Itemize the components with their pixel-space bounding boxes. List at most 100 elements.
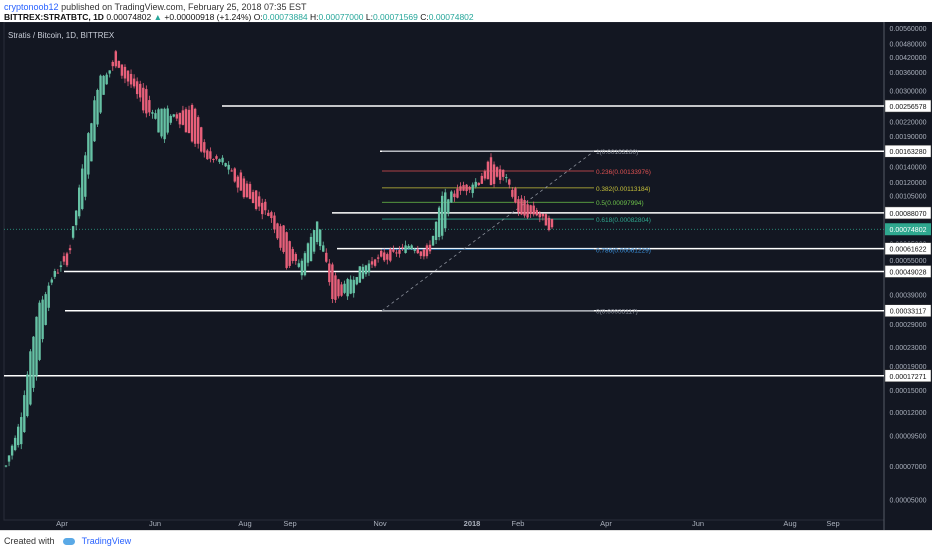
candle-body bbox=[111, 61, 114, 67]
price-tick-label: 0.00120000 bbox=[890, 180, 927, 187]
price-tick-label: 0.00029000 bbox=[890, 322, 927, 329]
candle-body bbox=[312, 230, 316, 252]
candle-body bbox=[166, 108, 169, 133]
candle-body bbox=[413, 249, 416, 251]
price-tick-label: 0.00220000 bbox=[890, 119, 927, 126]
price-tick-label: 0.00420000 bbox=[890, 55, 927, 62]
candle-body bbox=[68, 248, 72, 251]
candle-body bbox=[114, 51, 118, 67]
candle-body bbox=[20, 417, 23, 445]
candle-body bbox=[325, 252, 328, 262]
price-tick-label: 0.00015000 bbox=[890, 388, 927, 395]
candle-body bbox=[346, 279, 349, 297]
candle-body bbox=[53, 271, 57, 277]
created-with: Created with TradingView bbox=[4, 536, 131, 546]
price-tick-label: 0.00360000 bbox=[890, 70, 927, 77]
price-tick-label: 0.00039000 bbox=[890, 292, 927, 299]
candle-body bbox=[383, 252, 386, 261]
candle-body bbox=[288, 241, 291, 266]
candle-body bbox=[303, 253, 307, 276]
candle-body bbox=[459, 186, 462, 191]
candle-body bbox=[267, 212, 270, 216]
candle-body bbox=[309, 236, 313, 262]
price-chart[interactable]: 0.00560000 0.00480000 0.00420000 0.00360000… bbox=[0, 22, 932, 530]
candle-body bbox=[450, 191, 453, 203]
candle-body bbox=[352, 279, 355, 294]
candle-body bbox=[477, 182, 480, 186]
candle-body bbox=[318, 229, 322, 247]
candle-body bbox=[489, 157, 493, 186]
candle-body bbox=[355, 277, 358, 285]
candle-body bbox=[96, 89, 99, 125]
candle-body bbox=[364, 265, 368, 275]
candle-body bbox=[501, 169, 505, 177]
candle-body bbox=[410, 245, 413, 250]
candle-body bbox=[212, 158, 215, 160]
candle-body bbox=[471, 184, 474, 194]
time-tick-label: Jun bbox=[149, 519, 161, 528]
time-tick-label: Apr bbox=[56, 519, 68, 528]
candle-body bbox=[279, 226, 282, 248]
candle-body bbox=[78, 187, 81, 217]
candle-body bbox=[389, 248, 392, 261]
fib-level-label: 0(0.00033117) bbox=[596, 309, 638, 316]
price-tick-label: 0.00560000 bbox=[890, 26, 927, 33]
candle-body bbox=[56, 272, 60, 274]
candle-body bbox=[386, 254, 389, 260]
candle-body bbox=[215, 156, 218, 159]
candle-body bbox=[465, 184, 468, 192]
chart-area[interactable]: 0.00560000 0.00480000 0.00420000 0.00360000… bbox=[0, 22, 932, 530]
level-price-tag bbox=[884, 265, 932, 278]
candle-body bbox=[132, 78, 136, 87]
cloud-logo-icon bbox=[63, 538, 76, 546]
candle-body bbox=[523, 199, 526, 216]
candle-body bbox=[511, 189, 514, 197]
candle-body bbox=[456, 188, 459, 198]
candle-body bbox=[337, 279, 340, 297]
author-link[interactable]: cryptonoob12 bbox=[4, 2, 59, 12]
level-price-tag bbox=[884, 242, 932, 255]
candle-body bbox=[206, 150, 209, 160]
candle-body bbox=[90, 123, 93, 162]
candle-body bbox=[224, 163, 227, 167]
candle-body bbox=[23, 395, 26, 433]
candle-body bbox=[294, 254, 297, 261]
fib-level-label: 0.5(0.00097994) bbox=[596, 200, 644, 207]
fib-level-label: 0.618(0.00082804) bbox=[596, 217, 651, 224]
candle-body bbox=[547, 217, 551, 230]
candle-body bbox=[257, 196, 261, 207]
candle-body bbox=[35, 316, 38, 376]
candle-body bbox=[273, 215, 276, 230]
price-tick-label: 0.00190000 bbox=[890, 134, 927, 141]
candle-body bbox=[126, 70, 130, 82]
price-tick-label: 0.00088070 bbox=[890, 211, 927, 218]
time-tick-label: Apr bbox=[600, 519, 612, 528]
time-tick-label: 2018 bbox=[464, 519, 481, 528]
ohlc-line: BITTREX:STRATBTC, 1D 0.00074802 ▲ +0.000… bbox=[4, 12, 474, 22]
candle-body bbox=[328, 263, 331, 283]
chart-title: Stratis / Bitcoin, 1D, BITTREX bbox=[8, 31, 115, 40]
candle-body bbox=[462, 185, 465, 191]
candle-body bbox=[331, 264, 334, 300]
candle-body bbox=[221, 157, 224, 163]
candle-body bbox=[264, 201, 267, 211]
candle-body bbox=[306, 243, 310, 263]
candle-body bbox=[236, 176, 240, 188]
candle-body bbox=[187, 109, 191, 134]
candle-body bbox=[129, 73, 133, 85]
candle-body bbox=[422, 249, 426, 257]
candle-body bbox=[99, 75, 102, 113]
candle-body bbox=[404, 245, 407, 253]
candle-body bbox=[498, 169, 502, 180]
candle-body bbox=[276, 223, 279, 239]
price-tick-label: 0.00300000 bbox=[890, 88, 927, 95]
price-tick-label: 0.00023000 bbox=[890, 345, 927, 352]
candle-body bbox=[367, 263, 371, 273]
chart-background bbox=[0, 22, 932, 530]
candle-body bbox=[440, 195, 444, 236]
publish-header: cryptonoob12 published on TradingView.co… bbox=[0, 0, 932, 22]
brand-link[interactable]: TradingView bbox=[81, 536, 132, 546]
candle-body bbox=[62, 256, 66, 262]
candle-body bbox=[169, 115, 172, 123]
low-value: 0.00071569 bbox=[372, 12, 418, 22]
